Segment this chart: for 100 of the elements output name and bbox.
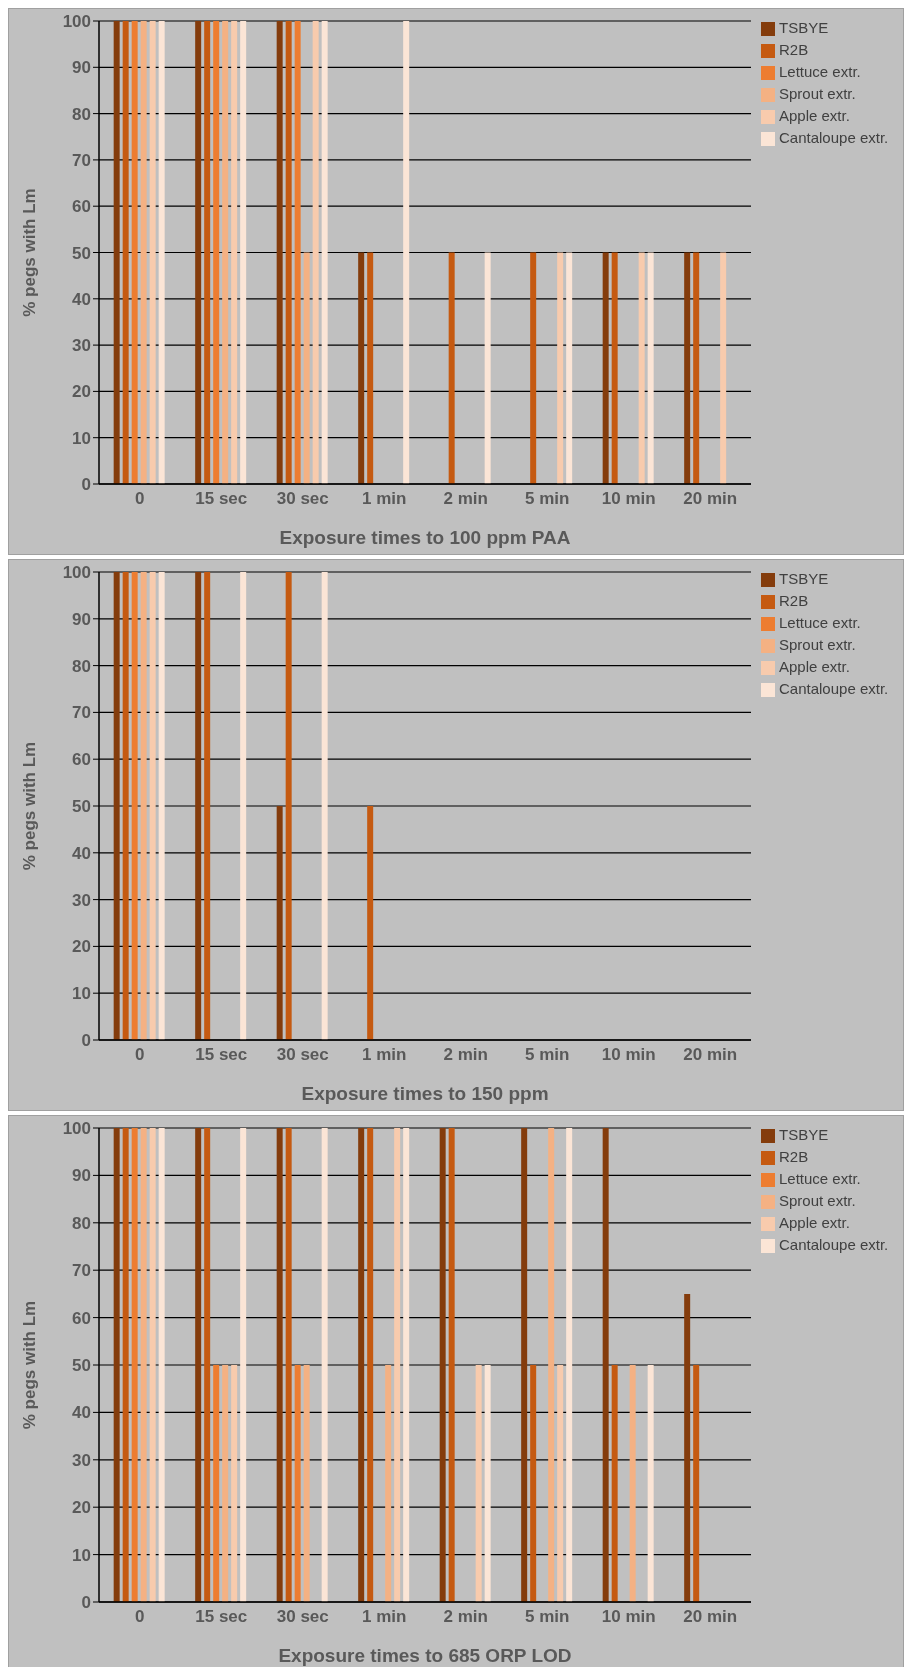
bar [204, 1128, 211, 1602]
x-tick-label: 2 min [443, 489, 488, 509]
bar [213, 1365, 220, 1602]
y-tick-label: 0 [81, 1031, 91, 1051]
x-tick-label: 30 sec [276, 1607, 329, 1627]
bar [557, 1365, 564, 1602]
x-tick-label: 1 min [362, 1045, 407, 1065]
x-tick-label: 30 sec [276, 489, 329, 509]
bar [693, 1365, 700, 1602]
x-tick-label: 20 min [683, 1045, 738, 1065]
x-tick-label: 0 [135, 1607, 145, 1627]
bar [122, 1128, 129, 1602]
x-tick-label: 15 sec [195, 1607, 248, 1627]
bar [647, 1365, 654, 1602]
y-tick-label: 0 [81, 1593, 91, 1613]
y-tick-label: 10 [72, 428, 91, 448]
bar [149, 1128, 156, 1602]
legend-label: Lettuce extr. [779, 63, 861, 80]
y-tick-label: 30 [72, 890, 91, 910]
y-tick-label: 80 [72, 104, 91, 124]
legend-label: R2B [779, 41, 809, 58]
legend-label: R2B [779, 592, 809, 609]
x-tick-label: 10 min [601, 489, 656, 509]
bar [303, 1365, 310, 1602]
legend-label: TSBYE [779, 570, 829, 587]
y-tick-label: 20 [72, 1498, 91, 1518]
legend-label: Cantaloupe extr. [779, 129, 889, 146]
y-tick-label: 70 [72, 703, 91, 723]
bar [321, 1128, 328, 1602]
legend-label: R2B [779, 1148, 809, 1165]
y-tick-label: 50 [72, 243, 91, 263]
legend-label: Apple extr. [779, 1214, 850, 1231]
legend-label: Sprout extr. [779, 1192, 856, 1209]
x-tick-label: 10 min [601, 1045, 656, 1065]
bar [222, 1365, 229, 1602]
bar [403, 1128, 410, 1602]
x-tick-label: 0 [135, 489, 145, 509]
y-tick-label: 30 [72, 1450, 91, 1470]
y-tick-label: 90 [72, 609, 91, 629]
bar [530, 1365, 537, 1602]
bar [158, 1128, 165, 1602]
bar [285, 1128, 292, 1602]
y-tick-label: 30 [72, 336, 91, 356]
legend-label: Apple extr. [779, 107, 850, 124]
y-axis-title: % pegs with Lm [20, 741, 40, 871]
x-tick-label: 5 min [525, 1045, 570, 1065]
bar [195, 1128, 202, 1602]
x-tick-label: 15 sec [195, 1045, 248, 1065]
y-tick-label: 100 [62, 1119, 91, 1139]
x-tick-label: 0 [135, 1045, 145, 1065]
x-tick-label: 2 min [443, 1607, 488, 1627]
legend-label: Sprout extr. [779, 636, 856, 653]
y-tick-label: 40 [72, 1403, 91, 1423]
bar [276, 1128, 283, 1602]
bar [684, 1293, 691, 1602]
bar [629, 1365, 636, 1602]
x-tick-label: 30 sec [276, 1045, 329, 1065]
y-tick-label: 0 [81, 475, 91, 495]
x-axis-title: Exposure times to 100 ppm PAA [279, 527, 571, 548]
x-tick-label: 1 min [362, 1607, 407, 1627]
y-tick-label: 100 [62, 12, 91, 32]
y-tick-label: 40 [72, 289, 91, 309]
y-tick-label: 100 [62, 563, 91, 583]
legend-label: Cantaloupe extr. [779, 680, 889, 697]
legend-label: Lettuce extr. [779, 1170, 861, 1187]
y-tick-label: 20 [72, 937, 91, 957]
x-tick-label: 1 min [362, 489, 407, 509]
x-axis-title: Exposure times to 150 ppm [301, 1083, 549, 1104]
bar [484, 1365, 491, 1602]
x-tick-label: 2 min [443, 1045, 488, 1065]
x-tick-label: 5 min [525, 1607, 570, 1627]
y-tick-label: 70 [72, 150, 91, 170]
y-tick-label: 20 [72, 382, 91, 402]
y-tick-label: 80 [72, 656, 91, 676]
bar [294, 1365, 301, 1602]
bar [439, 1128, 446, 1602]
legend-label: Lettuce extr. [779, 614, 861, 631]
bar [566, 1128, 573, 1602]
y-axis-title: % pegs with Lm [20, 1300, 40, 1430]
y-tick-label: 90 [72, 58, 91, 78]
y-tick-label: 60 [72, 750, 91, 770]
y-axis-title: % pegs with Lm [20, 188, 40, 317]
x-tick-label: 20 min [683, 1607, 738, 1627]
y-tick-label: 10 [72, 1545, 91, 1565]
legend-label: Cantaloupe extr. [779, 1236, 889, 1253]
legend-label: TSBYE [779, 19, 829, 36]
bar [367, 1128, 374, 1602]
bar [448, 1128, 455, 1602]
y-tick-label: 60 [72, 197, 91, 217]
bar [131, 1128, 138, 1602]
x-tick-label: 5 min [525, 489, 570, 509]
y-tick-label: 80 [72, 1213, 91, 1233]
bar [385, 1365, 392, 1602]
x-tick-label: 15 sec [195, 489, 248, 509]
bar [611, 1365, 618, 1602]
x-axis-title: Exposure times to 685 ORP LOD [278, 1645, 572, 1666]
bar [240, 1128, 247, 1602]
bar [602, 1128, 609, 1602]
y-tick-label: 50 [72, 797, 91, 817]
x-tick-label: 20 min [683, 489, 738, 509]
